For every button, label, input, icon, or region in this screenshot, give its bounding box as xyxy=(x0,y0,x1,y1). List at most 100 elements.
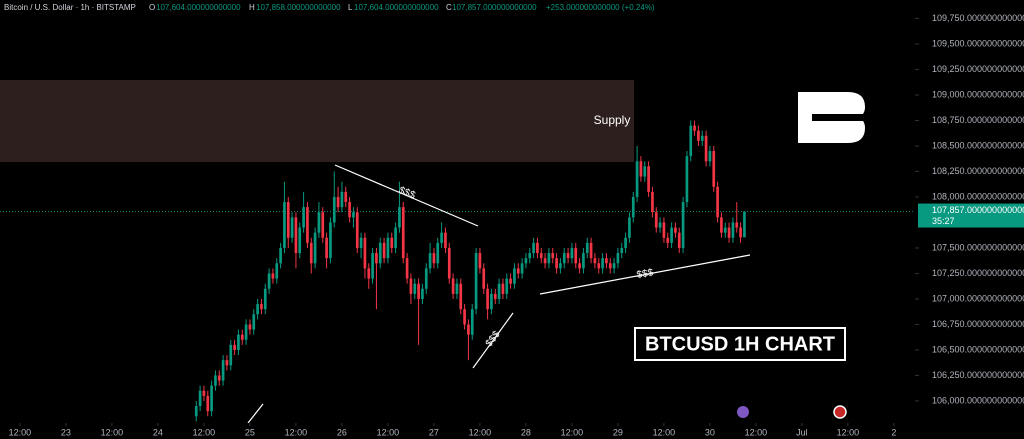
y-tick-label: 106,250.000000000000 xyxy=(932,370,1024,380)
banner-text: BTCUSD 1H CHART xyxy=(645,333,835,355)
candle-body xyxy=(309,242,313,264)
y-tick-label: 106,500.000000000000 xyxy=(932,344,1024,354)
candle-body xyxy=(662,222,666,238)
candle-body xyxy=(666,237,670,243)
candle-body xyxy=(597,263,601,269)
candle-body xyxy=(233,344,236,350)
candle-body xyxy=(674,227,677,233)
y-tick-label: 108,250.000000000000 xyxy=(932,166,1024,176)
candle-body xyxy=(244,324,248,340)
candle-body xyxy=(697,130,700,141)
candle-body xyxy=(306,207,309,243)
candle-body xyxy=(547,253,551,264)
trendlines xyxy=(247,164,751,424)
candle-body xyxy=(413,283,417,294)
candle-body xyxy=(578,263,581,269)
candle-body xyxy=(344,191,348,203)
candle-body xyxy=(359,237,363,248)
candle-body xyxy=(440,232,443,243)
candle-body xyxy=(279,247,282,264)
candle-body xyxy=(390,237,394,248)
x-tick-label: Jul xyxy=(796,427,808,437)
x-tick-label: 28 xyxy=(521,427,531,437)
flag-icon[interactable] xyxy=(833,405,847,419)
event-icon[interactable] xyxy=(737,406,749,418)
last-price-label: 107,857.000000000000 xyxy=(932,205,1024,215)
candle-body xyxy=(739,227,742,238)
candle-body xyxy=(424,268,428,289)
y-tick-label: 109,500.000000000000 xyxy=(932,38,1024,48)
candle-body xyxy=(447,247,451,279)
x-tick-label: 12:00 xyxy=(837,427,860,437)
ohlc-label: H xyxy=(249,3,255,12)
candle-body xyxy=(363,237,367,269)
candle-body xyxy=(631,196,635,218)
candle-body xyxy=(286,202,290,238)
candle-body xyxy=(260,304,263,310)
candle-body xyxy=(516,268,520,274)
x-tick-label: 12:00 xyxy=(469,427,492,437)
x-tick-label: 12:00 xyxy=(285,427,308,437)
candle-body xyxy=(202,390,206,396)
candle-body xyxy=(474,253,478,310)
candle-body xyxy=(302,207,305,228)
banner-box xyxy=(634,327,846,361)
candle-body xyxy=(321,212,325,238)
candle-body xyxy=(593,258,597,264)
candle-body xyxy=(237,334,240,350)
x-tick-label: 12:00 xyxy=(9,427,32,437)
y-tick-label: 107,250.000000000000 xyxy=(932,268,1024,278)
candle-body xyxy=(605,258,608,264)
candle-body xyxy=(735,222,739,228)
candle-body xyxy=(332,196,336,223)
candle-body xyxy=(409,278,413,294)
candle-body xyxy=(394,227,397,248)
candle-body xyxy=(248,324,252,330)
last-price-box xyxy=(918,203,1024,228)
x-tick-label: 26 xyxy=(337,427,347,437)
candle-body xyxy=(267,273,271,289)
candle-body xyxy=(670,227,673,243)
candle-body xyxy=(336,196,340,208)
trendline xyxy=(247,403,264,424)
candle-body xyxy=(467,324,470,335)
x-tick-label: 12:00 xyxy=(561,427,584,437)
candle-body xyxy=(229,344,233,366)
candle-body xyxy=(509,278,512,284)
candle-body xyxy=(566,253,570,259)
candle-body xyxy=(643,166,647,177)
candle-body xyxy=(252,314,256,330)
candle-body xyxy=(271,273,275,279)
candle-body xyxy=(520,263,524,274)
y-tick-label: 107,000.000000000000 xyxy=(932,293,1024,303)
x-tick-label: 12:00 xyxy=(101,427,124,437)
candle-body xyxy=(256,304,259,315)
candle-body xyxy=(743,211,746,238)
candles xyxy=(194,120,746,422)
candle-body xyxy=(624,237,627,248)
trendline xyxy=(472,312,514,369)
y-tick-label: 108,500.000000000000 xyxy=(932,140,1024,150)
trendline xyxy=(334,164,479,227)
candle-body xyxy=(677,232,681,248)
x-tick-label: 25 xyxy=(245,427,255,437)
candle-body xyxy=(658,222,662,228)
candle-body xyxy=(348,202,351,218)
candle-body xyxy=(555,258,558,269)
change: +253.000000000000 (+0.24%) xyxy=(546,3,655,12)
candle-body xyxy=(543,258,547,264)
candle-body xyxy=(210,385,213,412)
ohlc-label: O xyxy=(149,3,155,12)
candle-body xyxy=(731,222,735,238)
candle-body xyxy=(371,253,374,279)
candle-body xyxy=(501,283,505,294)
y-tick-label: 107,500.000000000000 xyxy=(932,242,1024,252)
candle-body xyxy=(283,202,286,248)
candle-body xyxy=(612,263,616,269)
liquidity-label: $$$ xyxy=(636,267,655,281)
candle-body xyxy=(524,258,528,264)
candle-body xyxy=(436,242,440,264)
candle-body xyxy=(723,227,727,233)
candle-body xyxy=(398,207,401,228)
